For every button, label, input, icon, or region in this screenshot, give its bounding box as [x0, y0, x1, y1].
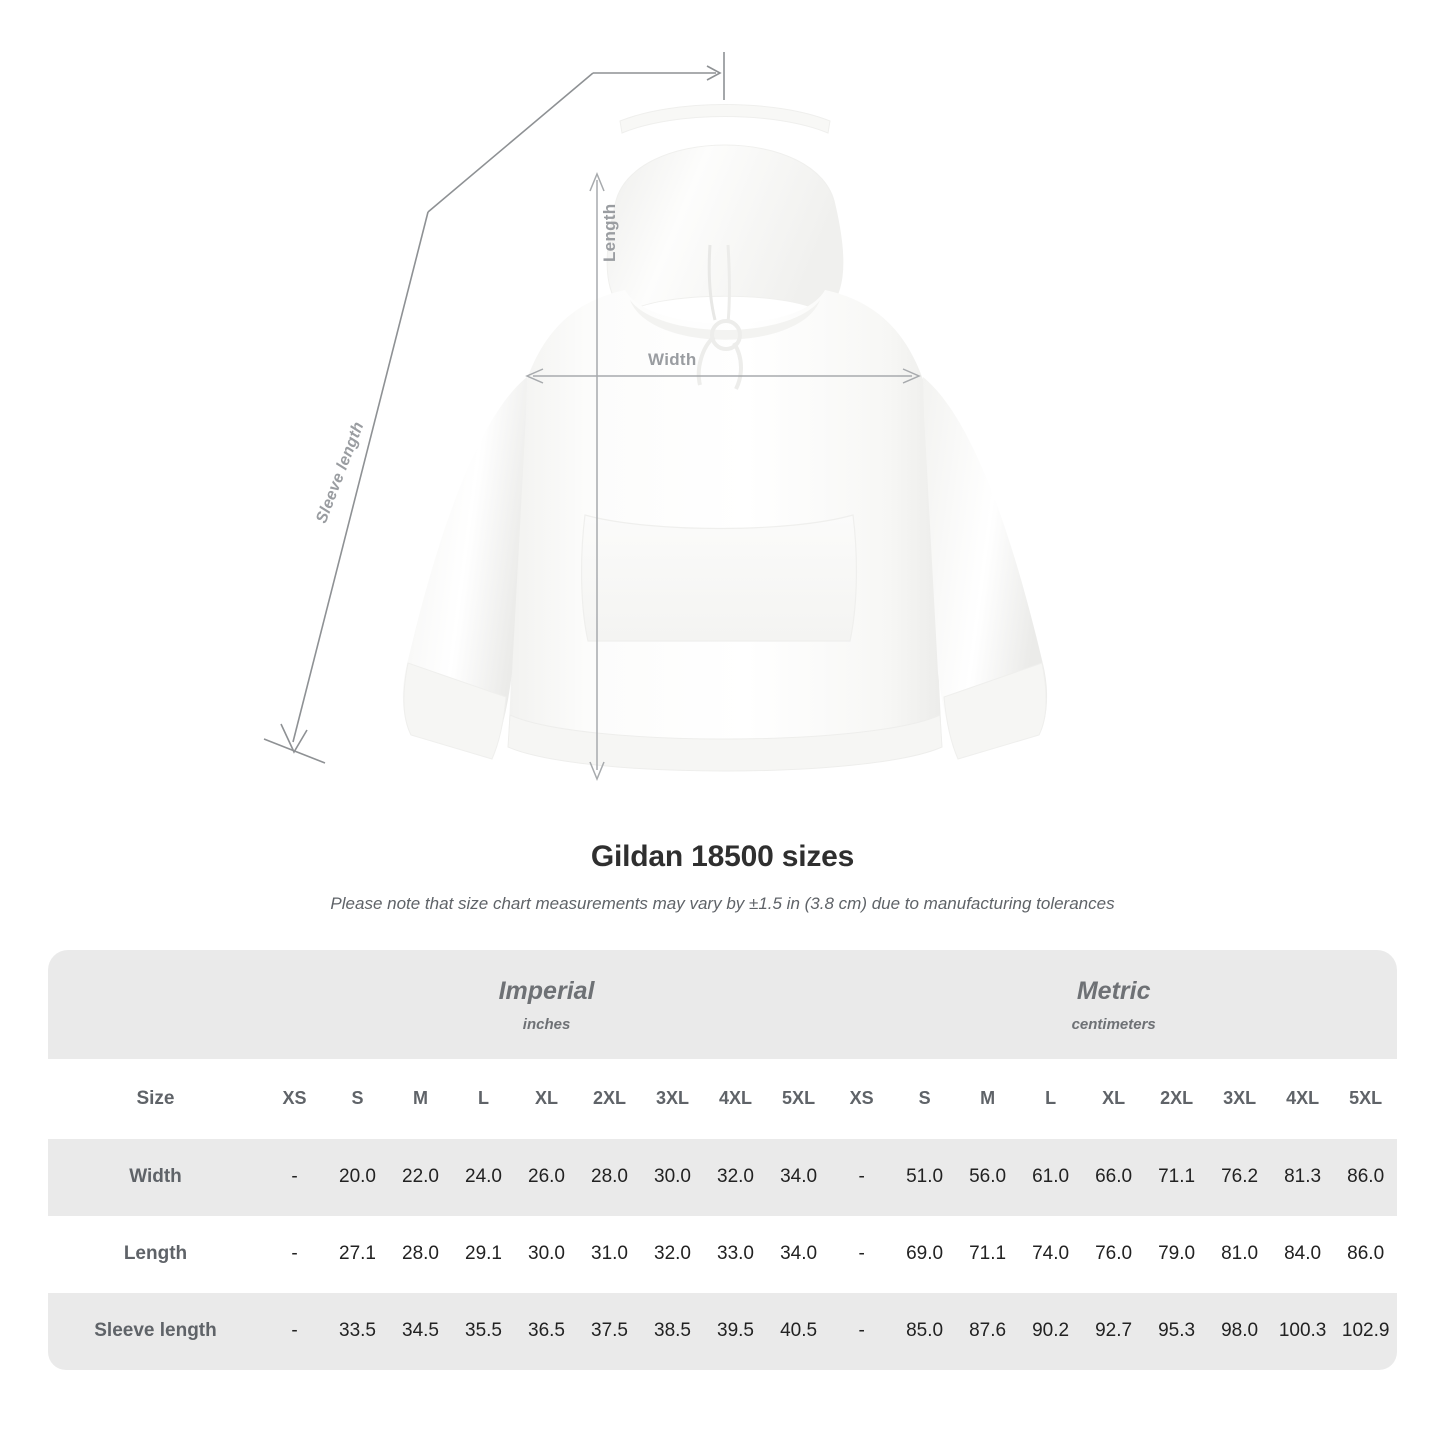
size-header-row: Size XS S M L XL 2XL 3XL 4XL 5XL XS S M … [48, 1058, 1398, 1139]
cell-length-imperial-4xl: 33.0 [704, 1215, 767, 1293]
cell-length-imperial-2xl: 31.0 [578, 1215, 641, 1293]
cell-length-metric-xs: - [830, 1215, 894, 1293]
cell-width-imperial-s: 20.0 [326, 1138, 389, 1216]
cell-sleeve-imperial-3xl: 38.5 [641, 1292, 704, 1370]
row-label-width: Width [48, 1138, 263, 1216]
size-chart-table: Imperial inches Metric centimeters Size … [48, 950, 1398, 1370]
cell-length-imperial-l: 29.1 [452, 1215, 515, 1293]
size-header-imperial-xl: XL [515, 1058, 578, 1139]
table-row: Length - 27.1 28.0 29.1 30.0 31.0 32.0 3… [48, 1215, 1398, 1293]
cell-width-metric-4xl: 81.3 [1271, 1138, 1335, 1216]
metric-unit-header: Metric centimeters [830, 950, 1398, 1059]
cell-sleeve-metric-s: 85.0 [893, 1292, 957, 1370]
cell-width-imperial-4xl: 32.0 [704, 1138, 767, 1216]
cell-sleeve-metric-2xl: 95.3 [1145, 1292, 1209, 1370]
cell-sleeve-metric-l: 90.2 [1019, 1292, 1083, 1370]
metric-label: Metric [1076, 977, 1151, 1005]
hoodie-shape [402, 104, 1048, 772]
cell-sleeve-imperial-l: 35.5 [452, 1292, 515, 1370]
unit-header-spacer [48, 950, 263, 1059]
cell-length-metric-5xl: 86.0 [1334, 1215, 1398, 1293]
cell-width-metric-xl: 66.0 [1082, 1138, 1146, 1216]
size-header-imperial-s: S [326, 1058, 389, 1139]
cell-sleeve-imperial-xl: 36.5 [515, 1292, 578, 1370]
cell-length-imperial-5xl: 34.0 [767, 1215, 831, 1293]
cell-width-metric-3xl: 76.2 [1208, 1138, 1272, 1216]
cell-sleeve-metric-m: 87.6 [956, 1292, 1020, 1370]
length-dimension-label: Length [600, 203, 619, 262]
cell-width-imperial-xl: 26.0 [515, 1138, 578, 1216]
size-header-imperial-m: M [389, 1058, 452, 1139]
row-label-sleeve-length: Sleeve length [48, 1292, 263, 1370]
tolerance-note: Please note that size chart measurements… [330, 894, 1115, 913]
cell-sleeve-metric-3xl: 98.0 [1208, 1292, 1272, 1370]
metric-sub-label: centimeters [1071, 1015, 1156, 1033]
cell-width-metric-m: 56.0 [956, 1138, 1020, 1216]
cell-length-imperial-xl: 30.0 [515, 1215, 578, 1293]
width-dimension-label: Width [648, 350, 697, 369]
cell-sleeve-metric-xl: 92.7 [1082, 1292, 1146, 1370]
measurement-diagram: Length Width Sleeve length [263, 52, 1120, 805]
cell-sleeve-imperial-xs: - [263, 1292, 326, 1370]
cell-width-imperial-m: 22.0 [389, 1138, 452, 1216]
cell-width-metric-2xl: 71.1 [1145, 1138, 1209, 1216]
cell-length-metric-xl: 76.0 [1082, 1215, 1146, 1293]
size-header-imperial-xs: XS [263, 1058, 326, 1139]
dimension-lines [263, 52, 921, 781]
cell-length-imperial-xs: - [263, 1215, 326, 1293]
cell-length-metric-2xl: 79.0 [1145, 1215, 1209, 1293]
imperial-unit-header: Imperial inches [263, 950, 831, 1059]
cell-width-metric-5xl: 86.0 [1334, 1138, 1398, 1216]
cell-length-metric-s: 69.0 [893, 1215, 957, 1293]
cell-length-imperial-m: 28.0 [389, 1215, 452, 1293]
size-header-imperial-5xl: 5XL [767, 1058, 831, 1139]
cell-sleeve-metric-5xl: 102.9 [1334, 1292, 1398, 1370]
cell-sleeve-metric-4xl: 100.3 [1271, 1292, 1335, 1370]
cell-sleeve-imperial-4xl: 39.5 [704, 1292, 767, 1370]
cell-sleeve-imperial-s: 33.5 [326, 1292, 389, 1370]
size-header-imperial-2xl: 2XL [578, 1058, 641, 1139]
cell-width-metric-xs: - [830, 1138, 894, 1216]
size-header-imperial-l: L [452, 1058, 515, 1139]
cell-sleeve-metric-xs: - [830, 1292, 894, 1370]
size-header-metric-2xl: 2XL [1145, 1058, 1209, 1139]
cell-sleeve-imperial-m: 34.5 [389, 1292, 452, 1370]
row-label-length: Length [48, 1215, 263, 1293]
size-header-metric-s: S [893, 1058, 957, 1139]
cell-length-imperial-s: 27.1 [326, 1215, 389, 1293]
cell-length-metric-l: 74.0 [1019, 1215, 1083, 1293]
page-title: Gildan 18500 sizes [590, 840, 855, 873]
cell-width-imperial-xs: - [263, 1138, 326, 1216]
size-header-metric-xs: XS [830, 1058, 894, 1139]
cell-width-metric-l: 61.0 [1019, 1138, 1083, 1216]
size-header-metric-5xl: 5XL [1334, 1058, 1398, 1139]
cell-sleeve-imperial-2xl: 37.5 [578, 1292, 641, 1370]
cell-width-imperial-5xl: 34.0 [767, 1138, 831, 1216]
cell-sleeve-imperial-5xl: 40.5 [767, 1292, 831, 1370]
cell-width-metric-s: 51.0 [893, 1138, 957, 1216]
unit-header-row: Imperial inches Metric centimeters [48, 950, 1398, 1059]
size-header-imperial-4xl: 4XL [704, 1058, 767, 1139]
cell-length-metric-m: 71.1 [956, 1215, 1020, 1293]
size-column-header: Size [48, 1058, 263, 1139]
size-header-metric-m: M [956, 1058, 1020, 1139]
size-header-metric-3xl: 3XL [1208, 1058, 1272, 1139]
cell-width-imperial-l: 24.0 [452, 1138, 515, 1216]
title-block: Gildan 18500 sizes Please note that size… [0, 840, 1445, 914]
imperial-sub-label: inches [522, 1015, 571, 1033]
hoodie-illustration [330, 85, 1120, 805]
size-header-metric-l: L [1019, 1058, 1083, 1139]
size-header-metric-4xl: 4XL [1271, 1058, 1335, 1139]
imperial-label: Imperial [498, 977, 595, 1005]
cell-width-imperial-2xl: 28.0 [578, 1138, 641, 1216]
size-header-imperial-3xl: 3XL [641, 1058, 704, 1139]
cell-length-imperial-3xl: 32.0 [641, 1215, 704, 1293]
cell-length-metric-4xl: 84.0 [1271, 1215, 1335, 1293]
size-header-metric-xl: XL [1082, 1058, 1146, 1139]
table-row: Width - 20.0 22.0 24.0 26.0 28.0 30.0 32… [48, 1138, 1398, 1216]
cell-length-metric-3xl: 81.0 [1208, 1215, 1272, 1293]
cell-width-imperial-3xl: 30.0 [641, 1138, 704, 1216]
table-row: Sleeve length - 33.5 34.5 35.5 36.5 37.5… [48, 1292, 1398, 1370]
